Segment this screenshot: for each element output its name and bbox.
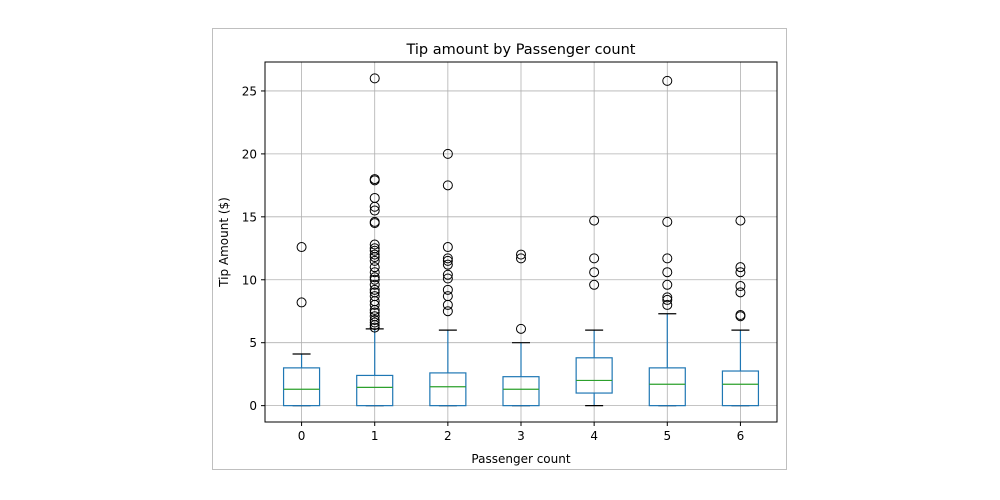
outlier-point [442,284,453,295]
y-tick-label: 20 [242,147,257,161]
outlier-point [369,255,380,266]
outlier-point [369,262,380,273]
outlier-point [735,281,746,292]
outlier-point [735,311,746,322]
outlier-point [442,299,453,310]
outlier-point [589,279,600,290]
outlier-point [369,307,380,318]
outlier-point [442,273,453,284]
outlier-point [369,239,380,250]
outlier-point [369,320,380,331]
outlier-point [442,255,453,266]
iqr-box [356,374,394,407]
box-2 [429,148,467,407]
x-tick-label: 0 [298,429,306,443]
outlier-point [442,148,453,159]
iqr-box [648,367,686,407]
box-5 [648,75,686,407]
outlier-point [369,322,380,333]
y-tick-label: 5 [249,336,257,350]
outlier-point [442,259,453,270]
outlier-point [589,215,600,226]
outlier-point [662,267,673,278]
x-tick-label: 3 [517,429,525,443]
outlier-point [369,218,380,229]
outlier-point [369,304,380,315]
outlier-point [735,287,746,298]
outlier-point [369,284,380,295]
outlier-point [662,253,673,264]
outlier-point [442,242,453,253]
x-tick-label: 5 [663,429,671,443]
outlier-point [296,297,307,308]
x-tick-label: 6 [737,429,745,443]
box-6 [721,215,760,407]
iqr-box [502,376,540,407]
box-1 [356,73,394,407]
outlier-point [516,323,526,334]
outlier-point [516,253,526,264]
iqr-box [282,367,321,407]
box-3 [502,249,540,407]
outlier-point [369,267,380,278]
outlier-point [369,73,380,84]
outlier-point [369,252,380,263]
outlier-point [369,272,380,283]
x-tick-label: 1 [371,429,379,443]
outlier-point [735,267,746,278]
chart-title: Tip amount by Passenger count [405,42,635,58]
x-tick-label: 2 [444,429,452,443]
outlier-point [662,279,673,290]
outlier-point [662,292,673,303]
outlier-point [369,201,380,212]
x-axis-label: Passenger count [471,452,570,466]
outlier-point [369,249,380,260]
outlier-point [369,315,380,326]
outlier-point [662,216,673,227]
outlier-point [369,175,380,186]
outlier-point [369,274,380,285]
outlier-point [662,294,673,305]
box-0 [282,242,321,407]
y-tick-label: 25 [242,84,257,98]
outlier-point [442,180,453,191]
outlier-point [735,215,746,226]
x-tick-label: 4 [590,429,598,443]
outlier-point [369,205,380,216]
y-tick-label: 10 [242,273,257,287]
outlier-point [369,245,380,256]
outlier-point [662,75,673,86]
outlier-point [442,269,453,280]
outlier-point [369,279,380,290]
plot-frame [264,61,778,423]
outlier-point [369,299,380,310]
outlier-point [589,267,600,278]
outlier-point [735,262,746,273]
outlier-point [442,253,453,264]
outlier-point [589,253,600,264]
outlier-point [662,299,673,310]
box-4 [575,215,613,407]
figure [212,28,787,470]
outlier-point [369,317,380,328]
y-axis-label: Tip Amount ($) [217,197,231,288]
iqr-box [429,372,467,407]
y-tick-label: 0 [249,399,257,413]
iqr-box [575,357,613,394]
outlier-point [442,306,453,317]
outlier-point [516,249,526,260]
outlier-point [296,242,307,253]
iqr-box [721,370,760,407]
y-tick-label: 15 [242,210,257,224]
